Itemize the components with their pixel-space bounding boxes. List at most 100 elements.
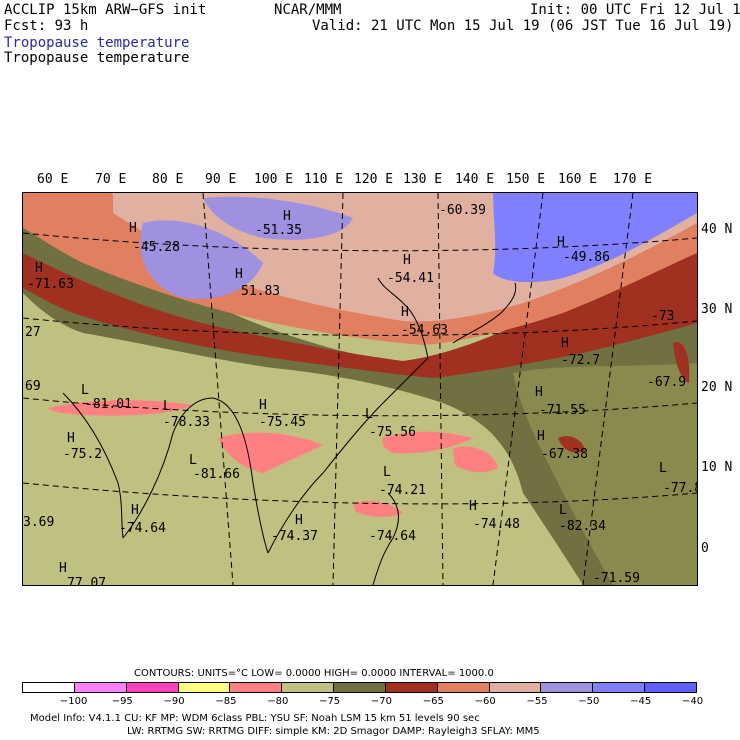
extreme-kind: H xyxy=(537,429,545,444)
lon-line-160E xyxy=(582,193,634,585)
colorbar-box xyxy=(73,682,127,693)
colorbar-label: −50 xyxy=(578,696,600,707)
field-patch-red xyxy=(558,436,585,453)
extreme-value: 51.83 xyxy=(241,284,281,299)
extreme-kind: H xyxy=(283,209,291,224)
coast-india-west xyxy=(62,392,124,539)
extreme-value: -75.2 xyxy=(63,447,103,462)
extreme-kind: H xyxy=(129,221,137,236)
extreme-value: -75.56 xyxy=(369,425,416,440)
lon-label: 110 E xyxy=(304,172,344,187)
extreme-value: -49.86 xyxy=(563,250,610,265)
lon-label: 130 E xyxy=(403,172,443,187)
colorbar-label: −75 xyxy=(319,696,341,707)
coastlines xyxy=(62,277,517,585)
extreme-value: -78.33 xyxy=(163,415,210,430)
lon-label: 100 E xyxy=(254,172,294,187)
extreme-value: -74.64 xyxy=(369,529,416,544)
extreme-kind: H xyxy=(235,267,243,282)
field-band-dark-olive xyxy=(23,223,697,585)
lon-line-150E xyxy=(492,193,544,585)
extreme-value: -81.01 xyxy=(85,397,132,412)
colorbar-box xyxy=(436,682,490,693)
extreme-value: -67.9 xyxy=(647,375,687,390)
extreme-kind: H xyxy=(35,261,43,276)
model-info-line-2: LW: RRTMG SW: RRTMG DIFF: simple KM: 2D … xyxy=(127,726,540,737)
lon-label: 140 E xyxy=(455,172,495,187)
colorbar-box xyxy=(488,682,542,693)
extreme-value: -45.28 xyxy=(133,240,180,255)
colorbar-box xyxy=(540,682,594,693)
extreme-value: -75.45 xyxy=(259,415,306,430)
lon-label: 80 E xyxy=(152,172,184,187)
lon-label: 170 E xyxy=(613,172,653,187)
extreme-value: -74.37 xyxy=(271,529,318,544)
extreme-kind: H xyxy=(535,385,543,400)
model-title: ACCLIP 15km ARW−GFS init xyxy=(4,2,207,18)
extreme-kind: L xyxy=(383,465,391,480)
colorbar-label: −40 xyxy=(682,696,704,707)
extreme-value: 3.69 xyxy=(23,515,55,530)
extreme-value: -74.64 xyxy=(119,521,166,536)
colorbar-box xyxy=(644,682,697,693)
lon-label: 150 E xyxy=(506,172,546,187)
field-band-dark-red xyxy=(23,238,697,378)
lat-label: 10 N xyxy=(701,460,733,475)
coast-south-china xyxy=(267,357,429,554)
field-title-2: Tropopause temperature xyxy=(4,50,190,66)
lon-label: 160 E xyxy=(558,172,598,187)
tropopause-temperature-map: H -45.28 H -51.35 -60.39 H -49.86 H -71.… xyxy=(22,192,698,586)
coast-indochina xyxy=(212,397,269,554)
extreme-value: -71.55 xyxy=(539,403,586,418)
colorbar-label: −95 xyxy=(111,696,133,707)
extreme-value: -72.7 xyxy=(561,353,601,368)
colorbar-label: −45 xyxy=(630,696,652,707)
model-info-line-1: Model Info: V4.1.1 CU: KF MP: WDM 6class… xyxy=(30,713,480,724)
extreme-value: -71.59 xyxy=(593,571,640,586)
colorbar-box xyxy=(229,682,283,693)
colorbar-box xyxy=(125,682,179,693)
colorbar-box xyxy=(22,682,75,693)
extreme-kind: L xyxy=(659,461,667,476)
valid-time: Valid: 21 UTC Mon 15 Jul 19 (06 JST Tue … xyxy=(312,18,734,34)
lat-label: 20 N xyxy=(701,380,733,395)
extreme-value: -82.34 xyxy=(559,519,606,534)
field-streak-pink-5 xyxy=(353,501,403,517)
lat-label: 40 N xyxy=(701,222,733,237)
colorbar-box xyxy=(177,682,231,693)
colorbar-label: −100 xyxy=(59,696,88,707)
field-streak-pink-4 xyxy=(453,446,498,473)
extreme-kind: H xyxy=(259,398,267,413)
field-patch-red-east xyxy=(673,342,690,383)
extreme-kind: L xyxy=(365,407,373,422)
colorbar-label: −90 xyxy=(163,696,185,707)
extreme-kind: H xyxy=(557,235,565,250)
extreme-value: -73 xyxy=(651,309,675,324)
extreme-value: -51.35 xyxy=(255,223,302,238)
colorbar-box xyxy=(592,682,646,693)
extreme-kind: L xyxy=(81,383,89,398)
extreme-value: -71.63 xyxy=(27,277,74,292)
lon-line-110E xyxy=(332,193,344,585)
lon-line-90E xyxy=(202,193,234,585)
graticule xyxy=(23,193,697,585)
coast-japan xyxy=(452,282,517,344)
extreme-kind: L xyxy=(189,453,197,468)
colorbar-label: −70 xyxy=(370,696,393,707)
extreme-kind: H xyxy=(403,253,411,268)
extreme-value: -54.63 xyxy=(401,323,448,338)
extreme-value: 27 xyxy=(25,325,41,340)
colorbar-box xyxy=(384,682,438,693)
lon-label: 90 E xyxy=(205,172,237,187)
colorbar-label: −55 xyxy=(526,696,548,707)
coast-east-china xyxy=(377,277,429,359)
lat-label: 0 xyxy=(701,541,709,556)
extreme-kind: L xyxy=(163,399,171,414)
field-streak-pink-2 xyxy=(218,432,323,473)
forecast-hour: Fcst: 93 h xyxy=(4,18,89,34)
extreme-kind: H xyxy=(295,513,303,528)
org-label: NCAR/MMM xyxy=(274,2,342,18)
field-patch-blue-east xyxy=(493,193,697,283)
init-time: Init: 00 UTC Fri 12 Jul 19 xyxy=(530,2,740,18)
map-field xyxy=(23,193,697,585)
